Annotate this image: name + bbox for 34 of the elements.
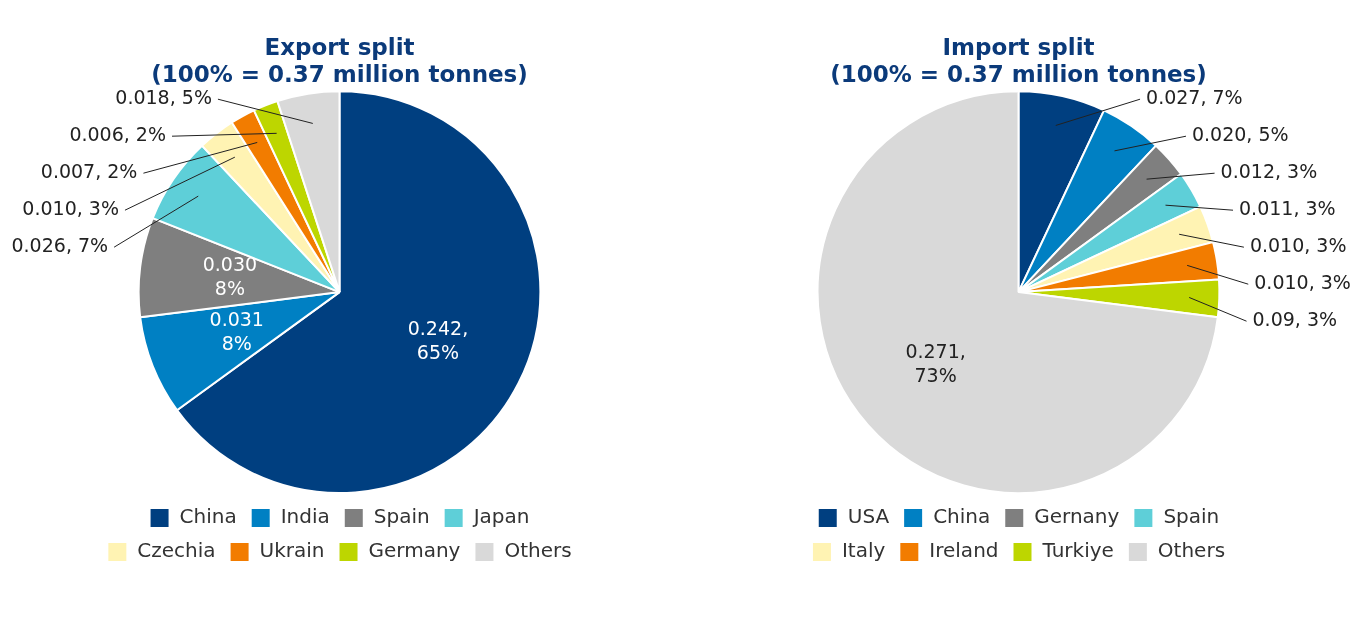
data-label: 0.027, 7% — [1146, 86, 1243, 109]
data-label: 0.09, 3% — [1252, 308, 1338, 331]
legend-label: Others — [504, 538, 572, 563]
data-label: 0.006, 2% — [69, 123, 167, 146]
legend-label: Czechia — [137, 538, 216, 563]
legend-label: China — [179, 504, 237, 529]
data-label: 0.242, 65% — [407, 317, 469, 364]
data-label: 0.007, 2% — [40, 160, 138, 183]
data-label: 0.011, 3% — [1239, 197, 1336, 220]
data-label: 0.010, 3% — [1254, 271, 1351, 294]
legend-label: Spain — [373, 504, 430, 529]
data-label: 0.010, 3% — [22, 197, 119, 220]
data-label: 0.010, 3% — [1249, 234, 1347, 257]
legend-label: Germany — [368, 538, 461, 563]
legend-label: Italy — [841, 538, 886, 563]
data-label: 0.271, 73% — [905, 340, 966, 387]
legend-label: India — [280, 504, 330, 529]
legend-label: China — [933, 504, 991, 529]
data-label: 0.026, 7% — [11, 234, 109, 257]
legend-label: Ireland — [929, 538, 999, 563]
data-label: 0.012, 3% — [1220, 160, 1318, 183]
legend-label: Spain — [1163, 504, 1220, 529]
legend-label: Gernany — [1034, 504, 1120, 529]
data-label: 0.031 8% — [209, 307, 264, 354]
legend-label: Japan — [471, 504, 530, 529]
legend-label: Turkiye — [1041, 538, 1114, 563]
legend-label: Others — [1157, 538, 1226, 563]
legend-label: USA — [847, 504, 890, 529]
chart-title: Export split (100% = 0.37 million tonnes) — [151, 33, 528, 88]
legend-label: Ukrain — [259, 538, 325, 563]
chart-title: Import split (100% = 0.37 million tonnes) — [830, 33, 1207, 88]
data-label: 0.020, 5% — [1191, 123, 1289, 146]
data-label: 0.030 8% — [202, 253, 258, 300]
data-label: 0.018, 5% — [115, 86, 212, 109]
